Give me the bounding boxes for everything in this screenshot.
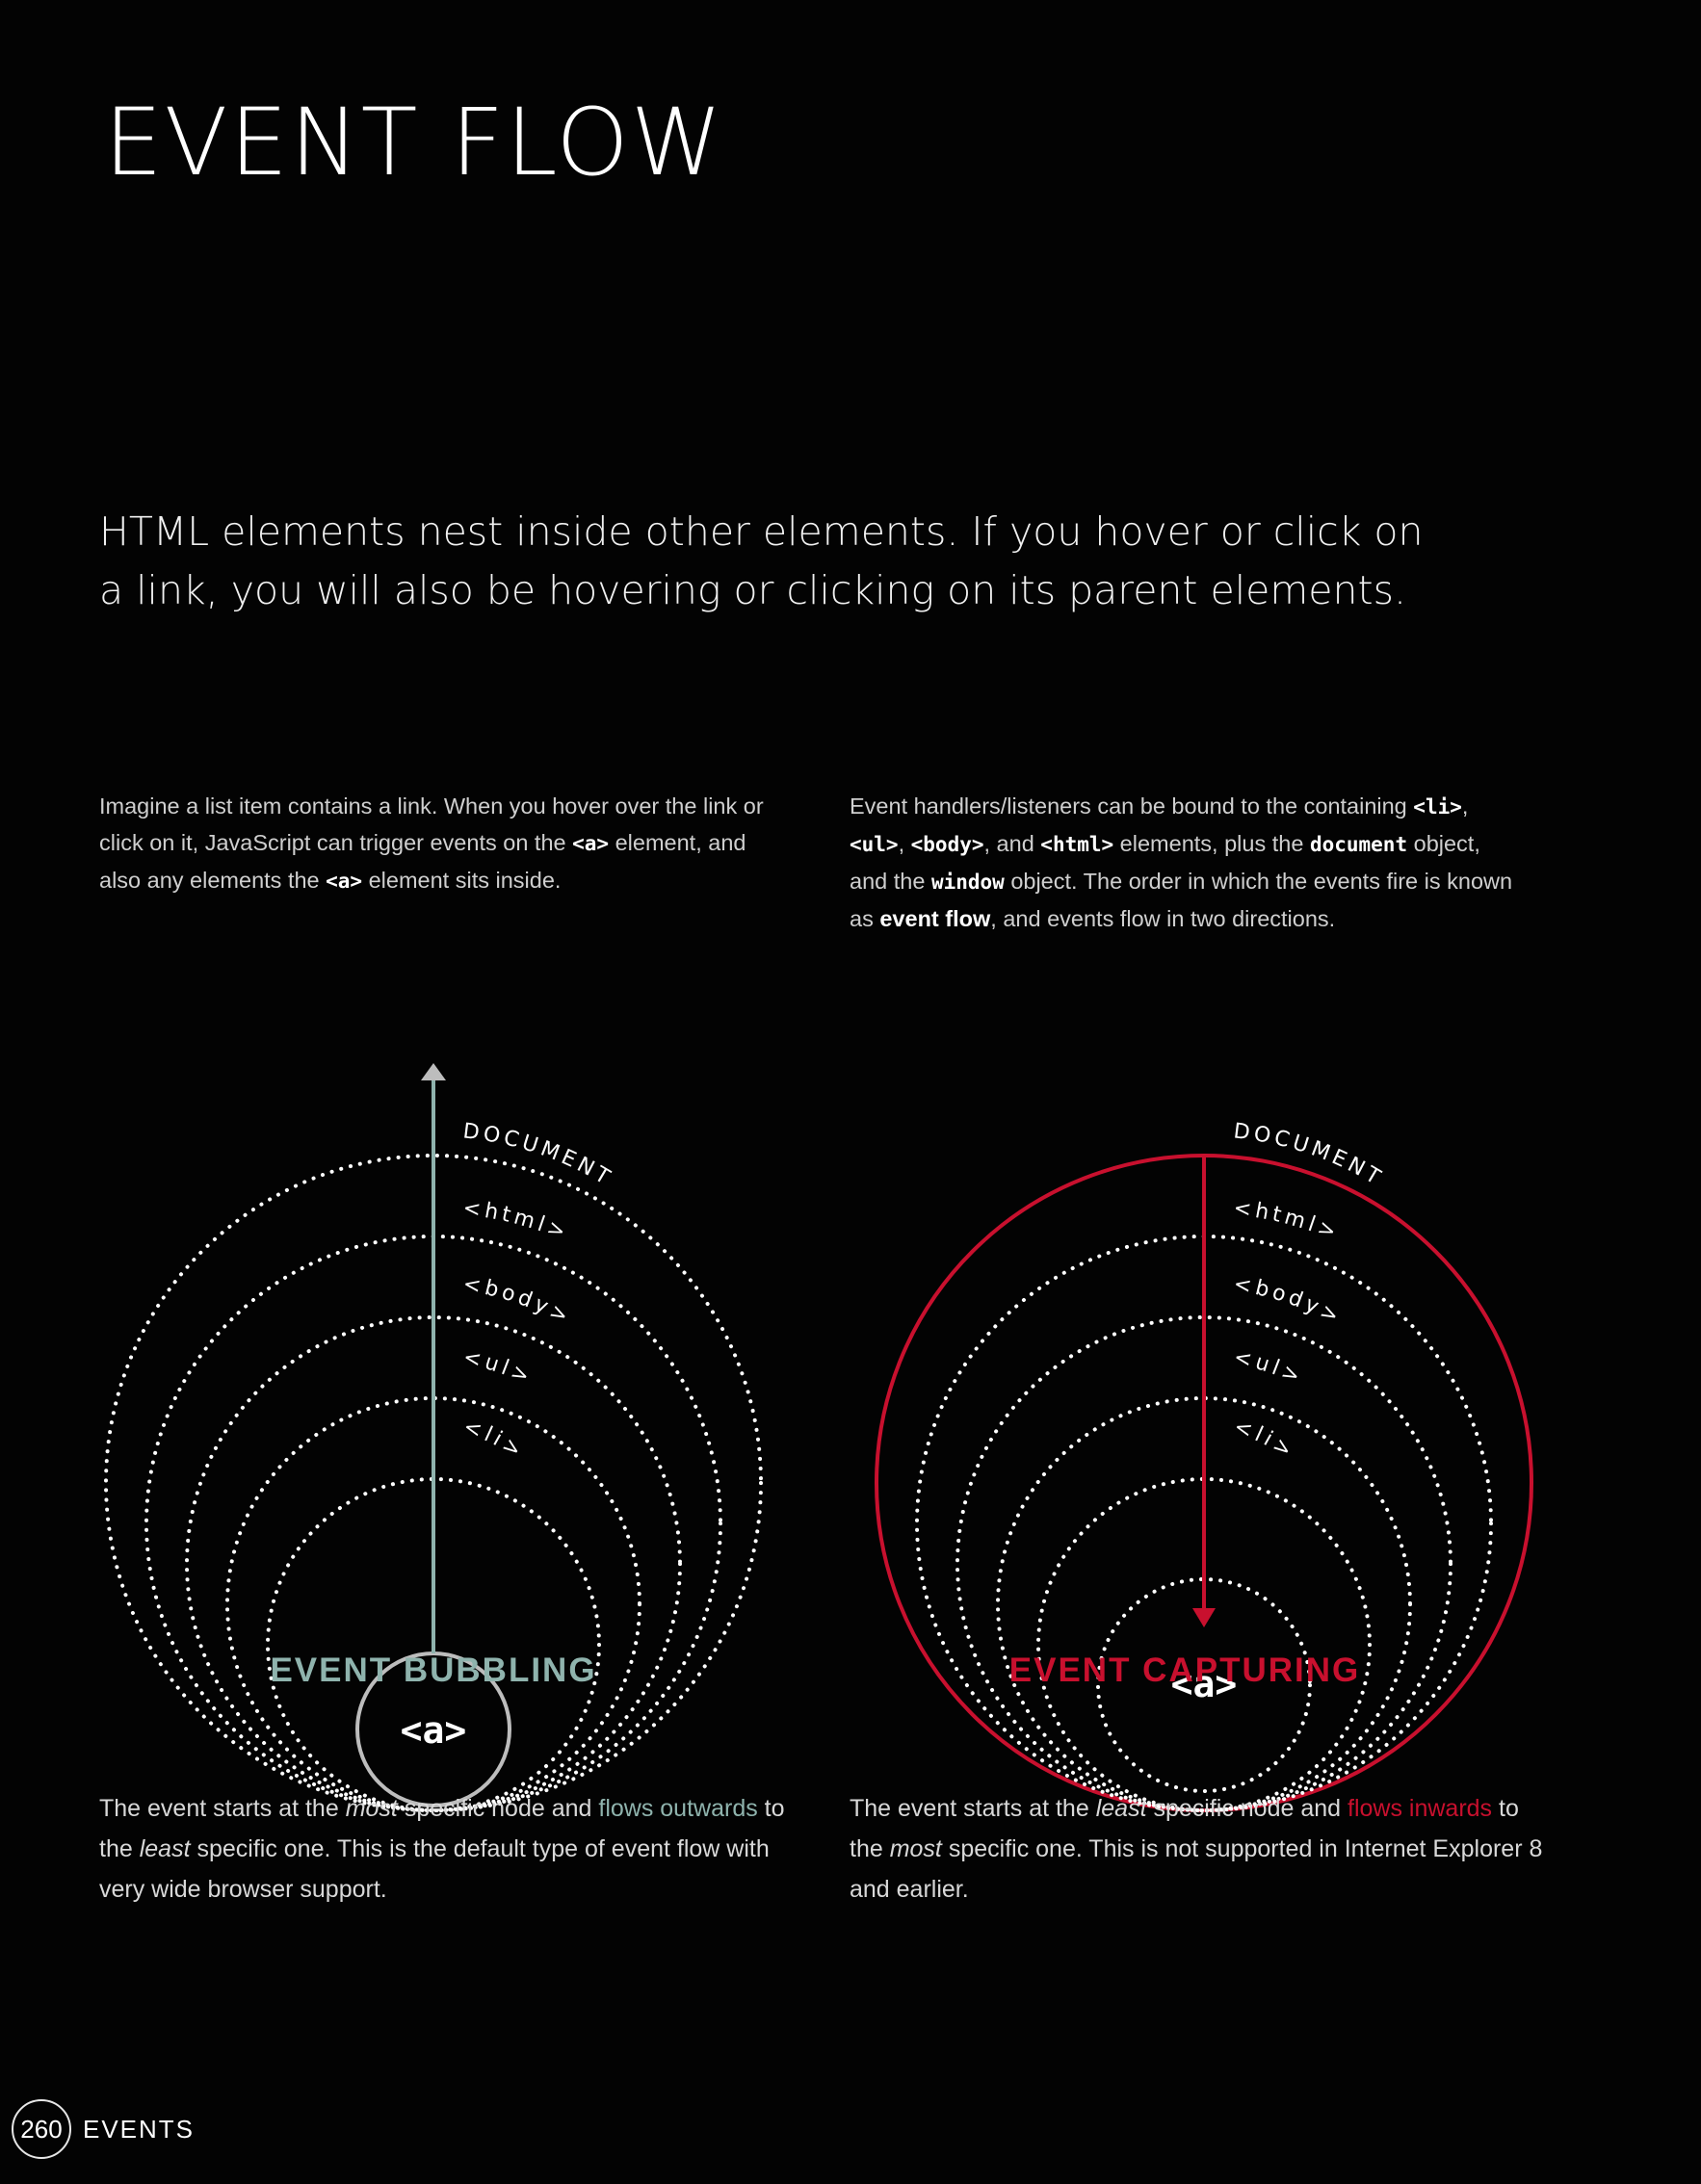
bubble-desc-1: The event starts at the (99, 1795, 346, 1822)
section-name: EVENTS (83, 2114, 196, 2144)
page-number: 260 (12, 2099, 71, 2159)
page-title: EVENT FLOW (104, 89, 724, 196)
code-body: <body> (910, 833, 984, 856)
ring-document (104, 1154, 763, 1812)
sep-3: , and (983, 831, 1041, 856)
left-text-2: element, and also any elements the (99, 830, 746, 893)
ring-li (266, 1477, 601, 1812)
sep-1: , (1461, 793, 1469, 819)
left-code-a-2: <a> (326, 870, 363, 893)
capture-desc-4: specific one. This is not supported in I… (850, 1835, 1543, 1903)
bubbling-heading: EVENT BUBBLING (270, 1651, 597, 1689)
right-text-5: , and events flow in two directions. (990, 906, 1336, 931)
event-flow-diagram: DOCUMENT <html> <body> <ul> <li> <a> DOC… (104, 1063, 1533, 1812)
bubble-label-html: <html> (461, 1196, 572, 1246)
capture-label-html: <html> (1232, 1196, 1343, 1246)
capture-center-label: <a> (1171, 1663, 1238, 1705)
bubble-desc-highlight: flows outwards (598, 1795, 758, 1822)
capture-desc-least: least (1095, 1795, 1147, 1822)
bubble-center-label: <a> (401, 1709, 467, 1752)
capture-desc-1: The event starts at the (850, 1795, 1096, 1822)
ring-a (1096, 1577, 1312, 1793)
code-li: <li> (1413, 795, 1462, 819)
capture-desc-highlight: flows inwards (1348, 1795, 1493, 1822)
bubble-label-ul: <ul> (461, 1345, 536, 1391)
bubble-desc-2: specific node and (397, 1795, 599, 1822)
down-arrow-icon (1192, 1608, 1216, 1627)
event-flow-term: event flow (879, 906, 991, 931)
left-text-3: element sits inside. (362, 868, 562, 893)
left-paragraph: Imagine a list item contains a link. Whe… (99, 788, 773, 899)
right-text-2: elements, plus the (1113, 831, 1310, 856)
bubble-desc-4: specific one. This is the default type o… (99, 1835, 770, 1903)
capture-desc-3: to the (850, 1795, 1519, 1862)
code-ul: <ul> (850, 833, 899, 856)
bubble-desc-most: most (345, 1795, 398, 1822)
ring-body (185, 1315, 682, 1812)
right-paragraph: Event handlers/listeners can be bound to… (850, 788, 1524, 937)
intro-text: HTML elements nest inside other elements… (99, 508, 1424, 613)
right-text-1: Event handlers/listeners can be bound to… (850, 793, 1414, 819)
left-code-a-1: <a> (572, 832, 610, 855)
capture-desc-2: specific node and (1146, 1795, 1348, 1822)
ring-li (1036, 1477, 1372, 1812)
bubble-label-document: DOCUMENT (461, 1119, 616, 1191)
capture-desc-most: most (889, 1835, 942, 1862)
bubbling-description: The event starts at the most specific no… (99, 1788, 793, 1910)
bubble-desc-3: to the (99, 1795, 785, 1862)
left-text-1: Imagine a list item contains a link. Whe… (99, 793, 764, 855)
capture-label-document: DOCUMENT (1232, 1119, 1387, 1191)
bubble-label-li: <li> (460, 1416, 529, 1466)
right-text-3: object, and the (850, 831, 1480, 894)
code-html: <html> (1040, 833, 1114, 856)
right-text-4: object. The order in which the events fi… (850, 869, 1513, 931)
bubble-desc-least: least (139, 1835, 191, 1862)
capture-label-ul: <ul> (1232, 1345, 1307, 1391)
capture-label-li: <li> (1231, 1416, 1299, 1466)
code-document: document (1309, 833, 1408, 856)
capturing-heading: EVENT CAPTURING (1008, 1651, 1361, 1689)
page-footer: 260 EVENTS (12, 2099, 195, 2159)
up-arrow-icon (421, 1063, 446, 1080)
code-window: window (930, 871, 1005, 894)
capturing-description: The event starts at the least specific n… (850, 1788, 1543, 1910)
sep-2: , (898, 831, 911, 856)
ring-body (955, 1315, 1452, 1812)
